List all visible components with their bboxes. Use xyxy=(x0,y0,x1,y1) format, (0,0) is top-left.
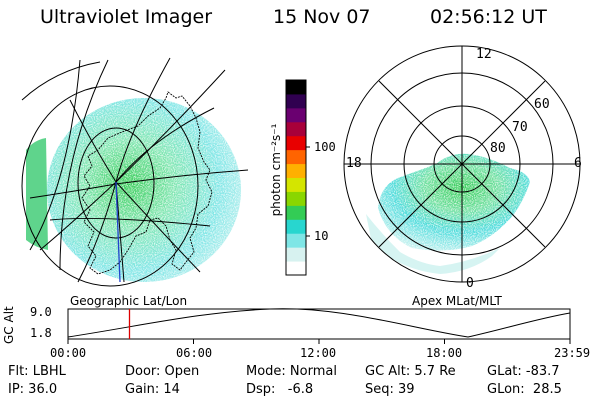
colorbar-segment xyxy=(286,135,306,151)
altitude-xlabel-3: 18:00 xyxy=(426,346,463,360)
mlt-label-0: 0 xyxy=(466,276,474,291)
colorbar-segment xyxy=(286,80,306,95)
colorbar-segment xyxy=(286,233,306,248)
altitude-ymin-label: 1.8 xyxy=(30,326,52,340)
polar-caption: Apex MLat/MLT xyxy=(412,294,502,308)
instrument-title: Ultraviolet Imager xyxy=(40,6,213,28)
polar-grid xyxy=(343,45,581,283)
footer-door: Door: Open xyxy=(125,364,200,379)
geo-aurora-image xyxy=(47,98,241,282)
colorbar-segment xyxy=(286,247,306,262)
footer-seq: Seq: 39 xyxy=(365,382,415,397)
mlat-label-80: 80 xyxy=(490,141,506,156)
colorbar-unit-label: photon cm⁻²s⁻¹ xyxy=(269,123,283,217)
colorbar-frame xyxy=(285,79,307,276)
altitude-ymax-label: 9.0 xyxy=(30,305,52,319)
colorbar-segment xyxy=(286,219,306,234)
geo-terminator-line xyxy=(115,181,121,283)
polar-aurora-image xyxy=(366,153,530,274)
mlat-label-70: 70 xyxy=(512,120,528,135)
mlat-label-60: 60 xyxy=(534,97,550,112)
altitude-xlabel-4: 23:59 xyxy=(554,346,591,360)
footer-gc-alt: GC Alt: 5.7 Re xyxy=(365,364,456,379)
altitude-xlabel-1: 06:00 xyxy=(176,346,213,360)
colorbar-segment xyxy=(286,261,306,276)
altitude-curve xyxy=(67,308,571,338)
footer-filter: Flt: LBHL xyxy=(8,364,66,379)
altitude-xlabel-2: 12:00 xyxy=(300,346,337,360)
altitude-ylabel: GC Alt xyxy=(2,306,16,344)
footer-glon: GLon: 28.5 xyxy=(487,382,562,397)
geographic-caption: Geographic Lat/Lon xyxy=(70,294,188,308)
altitude-x-ticks xyxy=(67,339,571,344)
footer-dsp: Dsp: -6.8 xyxy=(246,382,314,397)
colorbar-segment xyxy=(286,149,306,165)
colorbar-segment xyxy=(286,177,306,192)
mlt-label-18: 18 xyxy=(346,156,362,171)
footer-gain: Gain: 14 xyxy=(125,382,180,397)
geographic-map xyxy=(21,57,249,287)
footer-ip: IP: 36.0 xyxy=(8,382,58,397)
colorbar-segment xyxy=(286,107,306,123)
geo-grid xyxy=(21,57,249,287)
colorbar-segment xyxy=(286,121,306,137)
colorbar-segment xyxy=(286,163,306,178)
polar-map xyxy=(343,45,581,283)
mlt-label-6: 6 xyxy=(574,156,582,171)
altitude-xlabel-0: 00:00 xyxy=(50,346,87,360)
colorbar-segment xyxy=(286,93,306,109)
footer-mode: Mode: Normal xyxy=(246,364,337,379)
time-label: 02:56:12 UT xyxy=(430,6,547,28)
geo-edge-sliver xyxy=(26,138,48,250)
colorbar-tick-10: 10 xyxy=(314,229,329,243)
mlt-label-12: 12 xyxy=(476,47,492,62)
colorbar-segment xyxy=(286,191,306,206)
colorbar xyxy=(285,79,310,276)
altitude-plot xyxy=(67,308,571,344)
colorbar-tick-100: 100 xyxy=(314,140,336,154)
footer-glat: GLat: -83.7 xyxy=(487,364,560,379)
date-label: 15 Nov 07 xyxy=(273,6,371,28)
colorbar-segment xyxy=(286,205,306,220)
